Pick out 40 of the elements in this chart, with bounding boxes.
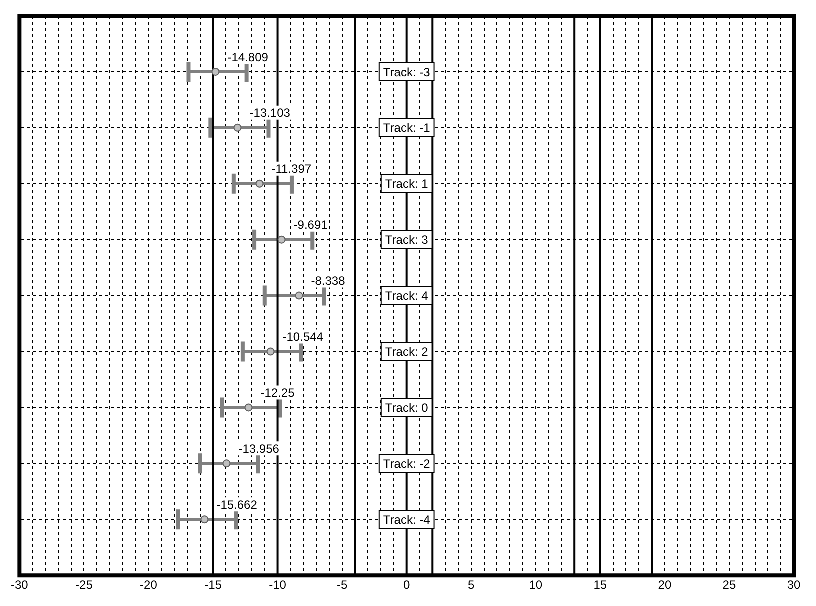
y-tick-label: Track: 2 bbox=[385, 345, 429, 360]
y-tick-label: Track: 4 bbox=[385, 289, 429, 304]
data-label: -12.25 bbox=[260, 386, 296, 400]
point bbox=[278, 236, 286, 244]
y-tick-label: Track: -3 bbox=[383, 65, 431, 80]
point bbox=[244, 404, 253, 412]
x-tick-label: 20 bbox=[658, 578, 672, 592]
x-tick-label: 25 bbox=[722, 578, 736, 592]
y-tick-label: Track: -1 bbox=[383, 121, 431, 136]
point bbox=[256, 180, 264, 188]
data-label: -11.397 bbox=[272, 162, 312, 176]
y-tick-label: Track: -2 bbox=[383, 456, 431, 471]
x-tick-label: 15 bbox=[594, 578, 608, 592]
y-tick-label: Track: 1 bbox=[385, 177, 429, 192]
x-tick-label: 10 bbox=[529, 578, 543, 592]
point bbox=[212, 68, 220, 76]
data-label: -13.956 bbox=[238, 442, 280, 456]
point bbox=[222, 460, 231, 468]
data-label: -14.809 bbox=[228, 50, 269, 64]
data-label: -15.662 bbox=[216, 498, 258, 512]
x-tick-label: 5 bbox=[468, 578, 476, 592]
x-tick-label: -5 bbox=[336, 578, 348, 592]
x-tick-label: -20 bbox=[140, 578, 158, 592]
y-tick-label: Track: -4 bbox=[383, 512, 431, 527]
x-tick-label: 30 bbox=[787, 578, 801, 592]
data-label: -13.103 bbox=[250, 106, 291, 120]
data-label: -8.338 bbox=[311, 274, 346, 288]
point bbox=[200, 516, 209, 524]
x-tick-label: 0 bbox=[403, 578, 410, 592]
y-tick-label: Track: 3 bbox=[385, 233, 429, 248]
data-label: -10.544 bbox=[282, 330, 324, 344]
y-tick-label: Track: 0 bbox=[385, 401, 429, 416]
x-tick-label: -25 bbox=[76, 578, 94, 592]
point bbox=[295, 292, 304, 300]
x-tick-label: -30 bbox=[11, 578, 29, 592]
data-label: -9.691 bbox=[294, 218, 328, 232]
point bbox=[234, 124, 242, 132]
x-tick-label: -10 bbox=[269, 578, 287, 592]
x-tick-label: -15 bbox=[204, 578, 222, 592]
point bbox=[266, 348, 275, 356]
